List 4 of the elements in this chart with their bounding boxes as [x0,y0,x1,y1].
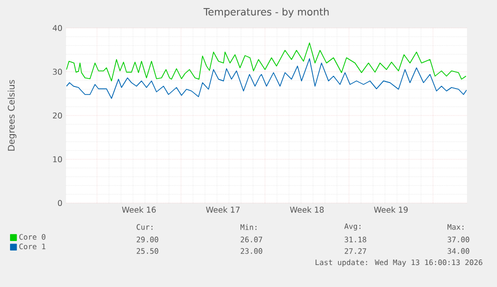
line-series [66,42,466,82]
y-axis-title: Degrees Celsius [8,80,16,151]
chart-title: Temperatures - by month [203,8,329,18]
line-series [66,58,467,99]
